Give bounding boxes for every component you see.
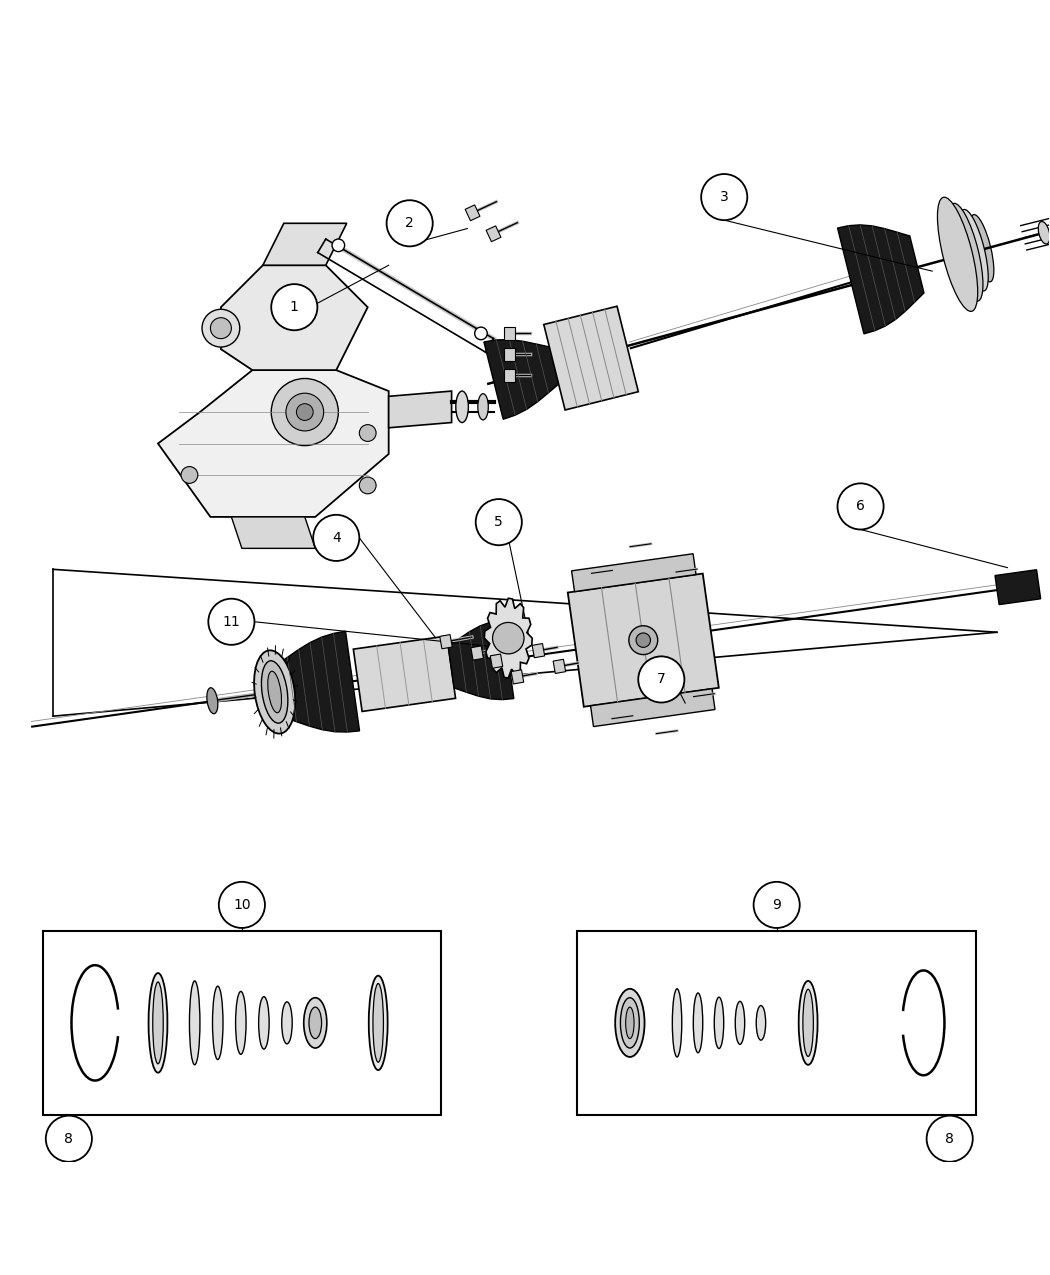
- Circle shape: [638, 657, 685, 703]
- Ellipse shape: [672, 989, 681, 1057]
- Circle shape: [46, 1116, 92, 1162]
- Ellipse shape: [261, 660, 288, 723]
- Text: 1: 1: [290, 300, 299, 314]
- Circle shape: [218, 882, 265, 928]
- Circle shape: [386, 200, 433, 246]
- Ellipse shape: [636, 632, 651, 648]
- Ellipse shape: [1038, 222, 1050, 244]
- Polygon shape: [553, 659, 566, 673]
- Ellipse shape: [621, 998, 639, 1048]
- Text: 9: 9: [772, 898, 781, 912]
- Ellipse shape: [948, 203, 983, 301]
- Ellipse shape: [152, 982, 163, 1063]
- Ellipse shape: [258, 997, 269, 1049]
- Polygon shape: [470, 646, 483, 660]
- Circle shape: [181, 467, 197, 483]
- Circle shape: [475, 328, 487, 339]
- Polygon shape: [568, 574, 719, 706]
- Polygon shape: [484, 598, 532, 678]
- Polygon shape: [262, 223, 346, 265]
- Circle shape: [208, 599, 254, 645]
- Polygon shape: [276, 631, 359, 732]
- Ellipse shape: [303, 998, 327, 1048]
- Ellipse shape: [456, 391, 468, 422]
- Ellipse shape: [189, 980, 200, 1065]
- Ellipse shape: [799, 980, 818, 1065]
- Text: 6: 6: [856, 500, 865, 514]
- Text: 11: 11: [223, 615, 240, 629]
- Polygon shape: [158, 370, 388, 516]
- Text: 8: 8: [64, 1132, 74, 1146]
- Circle shape: [286, 393, 323, 431]
- Ellipse shape: [254, 650, 295, 733]
- Circle shape: [332, 238, 344, 251]
- Ellipse shape: [960, 209, 988, 291]
- Polygon shape: [220, 265, 368, 370]
- Ellipse shape: [478, 394, 488, 419]
- Circle shape: [271, 284, 317, 330]
- Polygon shape: [388, 391, 452, 428]
- Ellipse shape: [207, 687, 217, 714]
- Ellipse shape: [268, 671, 281, 713]
- Circle shape: [754, 882, 800, 928]
- Polygon shape: [440, 635, 453, 649]
- Polygon shape: [231, 516, 315, 548]
- Ellipse shape: [615, 989, 645, 1057]
- Circle shape: [210, 317, 231, 339]
- Ellipse shape: [803, 989, 814, 1057]
- Ellipse shape: [148, 973, 167, 1072]
- Circle shape: [359, 477, 376, 493]
- Polygon shape: [486, 226, 501, 242]
- Circle shape: [202, 310, 239, 347]
- Polygon shape: [504, 328, 514, 339]
- Ellipse shape: [235, 992, 246, 1054]
- Text: 4: 4: [332, 530, 340, 544]
- Polygon shape: [448, 620, 513, 700]
- Text: 10: 10: [233, 898, 251, 912]
- Circle shape: [838, 483, 884, 529]
- Ellipse shape: [212, 986, 223, 1060]
- Polygon shape: [354, 636, 456, 711]
- Polygon shape: [504, 348, 514, 361]
- Polygon shape: [838, 224, 924, 334]
- Polygon shape: [484, 339, 560, 419]
- Text: 7: 7: [657, 672, 666, 686]
- Ellipse shape: [735, 1001, 744, 1044]
- Circle shape: [476, 499, 522, 546]
- Polygon shape: [465, 205, 480, 221]
- Text: 8: 8: [945, 1132, 954, 1146]
- Ellipse shape: [629, 626, 657, 654]
- Polygon shape: [511, 669, 524, 683]
- Polygon shape: [532, 644, 545, 658]
- Circle shape: [701, 173, 748, 221]
- Text: 5: 5: [495, 515, 503, 529]
- Ellipse shape: [714, 997, 723, 1048]
- Circle shape: [313, 515, 359, 561]
- Ellipse shape: [309, 1007, 321, 1039]
- Ellipse shape: [938, 198, 978, 311]
- Polygon shape: [571, 553, 696, 592]
- Circle shape: [296, 404, 313, 421]
- Ellipse shape: [693, 993, 702, 1053]
- Circle shape: [926, 1116, 972, 1162]
- Circle shape: [492, 622, 524, 654]
- Polygon shape: [544, 306, 638, 411]
- Circle shape: [271, 379, 338, 445]
- Polygon shape: [504, 368, 514, 381]
- Polygon shape: [590, 688, 715, 727]
- Polygon shape: [490, 654, 503, 668]
- Ellipse shape: [970, 214, 994, 282]
- Circle shape: [359, 425, 376, 441]
- Ellipse shape: [373, 983, 383, 1062]
- Text: 2: 2: [405, 217, 414, 231]
- Text: 3: 3: [720, 190, 729, 204]
- Ellipse shape: [369, 975, 387, 1070]
- Polygon shape: [995, 570, 1041, 604]
- Ellipse shape: [626, 1007, 634, 1039]
- Ellipse shape: [281, 1002, 292, 1044]
- Ellipse shape: [756, 1006, 765, 1040]
